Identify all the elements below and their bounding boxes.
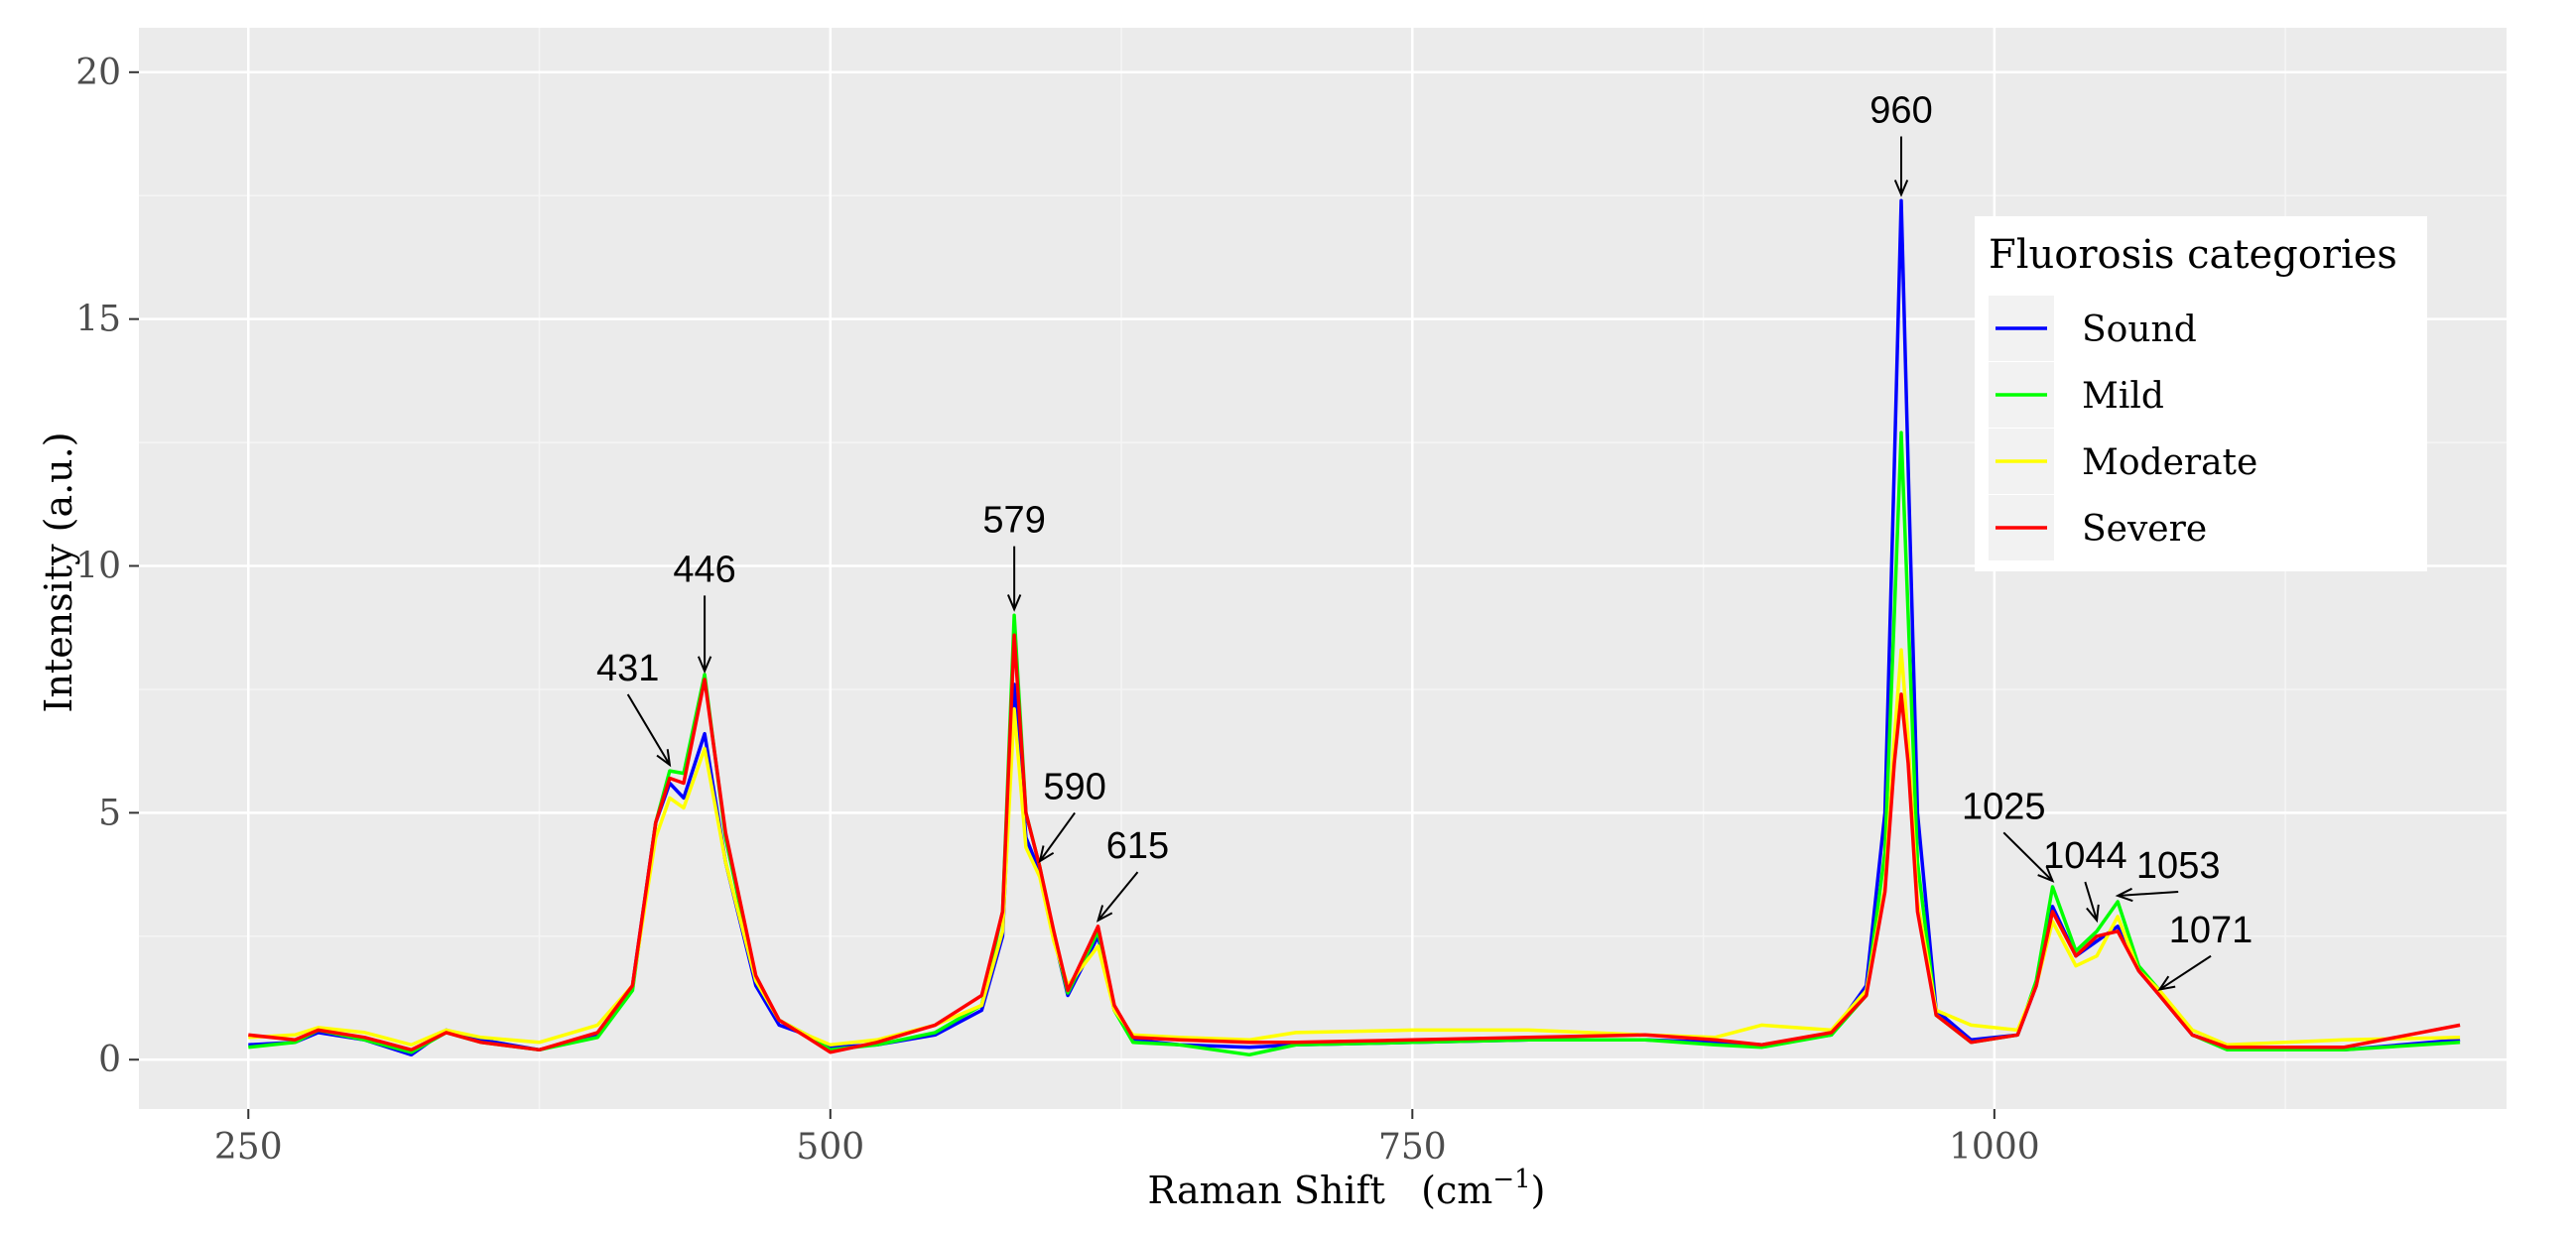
axes: 250 500 750 1000 0 5 10 15 20 [75, 53, 2039, 1168]
annotation-arrow-615 [1096, 871, 1139, 922]
annotation-label-960: 960 [1869, 90, 1932, 132]
annotation-arrowhead-446 [697, 656, 712, 675]
legend-label-mild: Mild [2082, 376, 2164, 417]
legend-label-sound: Sound [2082, 309, 2197, 350]
annotation-label-446: 446 [673, 549, 735, 590]
annotation-arrowhead-615 [1095, 905, 1113, 923]
legend-label-moderate: Moderate [2082, 442, 2257, 483]
x-axis-title-text: Raman Shift [1148, 1169, 1385, 1212]
x-tick-label: 1000 [1949, 1127, 2040, 1168]
y-tick-label: 5 [98, 793, 121, 833]
legend-label-severe: Severe [2082, 509, 2207, 550]
x-axis-unit: cm [1436, 1169, 1492, 1212]
legend: Fluorosis categories Sound Mild Moderate Se… [1975, 216, 2427, 571]
annotation-arrowhead-1025 [2037, 865, 2055, 883]
annotation-arrow-1071 [2158, 954, 2212, 991]
y-tick-label: 10 [75, 547, 121, 587]
annotation-label-1044: 1044 [2043, 835, 2127, 877]
series-line-severe [248, 633, 2461, 1054]
annotation-label-579: 579 [982, 500, 1045, 542]
x-axis-unit-exponent: −1 [1492, 1165, 1530, 1194]
x-tick-label: 500 [796, 1127, 864, 1168]
y-tick-label: 15 [75, 300, 121, 340]
legend-items: Sound Mild Moderate Severe [1989, 296, 2257, 560]
y-tick-label: 0 [98, 1040, 121, 1080]
annotation-arrow-1025 [2002, 831, 2054, 882]
y-axis-title: Intensity (a.u.) [37, 432, 80, 712]
x-tick-label: 250 [214, 1127, 283, 1168]
annotation-arrowhead-1071 [2157, 975, 2176, 991]
annotation-arrow-1053 [2118, 891, 2179, 897]
annotation-arrowhead-1053 [2115, 887, 2133, 903]
annotation-label-1071: 1071 [2169, 910, 2254, 951]
annotation-arrow-1044 [2084, 881, 2099, 922]
annotation-label-431: 431 [596, 648, 659, 689]
annotation-arrowhead-960 [1893, 180, 1909, 197]
annotation-arrow-431 [626, 693, 671, 766]
annotation-arrowhead-590 [1038, 845, 1055, 864]
annotation-arrowhead-579 [1006, 594, 1022, 612]
major-gridlines [139, 28, 2507, 1109]
series-lines [248, 198, 2461, 1057]
annotation-label-1025: 1025 [1962, 786, 2046, 827]
annotation-arrow-590 [1039, 811, 1076, 862]
x-axis-title: Raman Shift (cm−1) [1148, 1165, 1546, 1212]
annotation-arrowhead-1044 [2086, 904, 2100, 924]
annotation-label-1053: 1053 [2136, 845, 2221, 887]
annotation-arrowhead-431 [656, 749, 672, 768]
x-tick-label: 750 [1378, 1127, 1447, 1168]
legend-title: Fluorosis categories [1989, 232, 2397, 278]
y-tick-label: 20 [75, 53, 121, 93]
annotation-label-590: 590 [1043, 766, 1105, 807]
annotation-label-615: 615 [1106, 825, 1169, 867]
